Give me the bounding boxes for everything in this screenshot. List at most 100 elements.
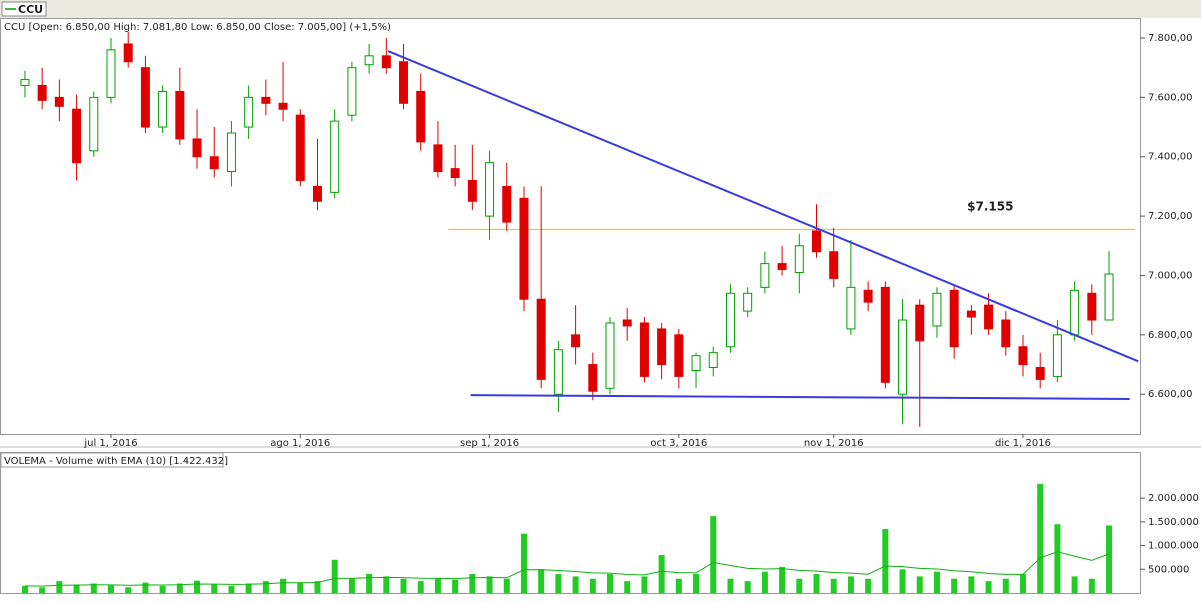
- candle-body: [416, 90, 426, 143]
- volume-bar: [779, 566, 786, 593]
- volume-bar: [228, 585, 235, 593]
- volume-bar: [90, 583, 97, 593]
- volume-bar: [21, 585, 28, 593]
- volume-bar: [624, 581, 631, 593]
- volume-bar: [348, 578, 355, 593]
- y-tick-label: 6.600,00: [1148, 389, 1193, 400]
- volume-bar: [1071, 576, 1078, 593]
- candle-body: [915, 304, 925, 342]
- volume-bar: [710, 516, 717, 593]
- candle-body: [966, 310, 976, 318]
- candle-body: [502, 185, 512, 223]
- candle-body: [89, 96, 99, 152]
- volume-bar: [142, 582, 149, 593]
- volume-bar: [607, 574, 614, 593]
- candle-body: [1018, 346, 1028, 366]
- volume-bar: [245, 583, 252, 593]
- candle-body: [485, 162, 495, 217]
- volume-header: VOLEMA - Volume with EMA (10) [1.422.432…: [4, 456, 228, 467]
- candle-body: [708, 352, 718, 369]
- volume-bar: [107, 585, 114, 593]
- candle-body: [330, 120, 340, 193]
- volume-bar: [830, 578, 837, 593]
- candle-body: [123, 43, 133, 63]
- candle-body: [54, 96, 64, 107]
- candle-body: [605, 322, 615, 389]
- candle-body: [450, 168, 460, 179]
- volume-bar: [933, 571, 940, 593]
- candle-body: [37, 84, 47, 101]
- candle-body: [347, 67, 357, 116]
- volume-bar: [331, 559, 338, 593]
- volume-bar: [486, 576, 493, 593]
- candle-body: [777, 263, 787, 271]
- y-tick-label: 7.000,00: [1148, 270, 1193, 281]
- volume-bar: [280, 578, 287, 593]
- volume-bar: [503, 578, 510, 593]
- ema-line: [24, 551, 1110, 587]
- candle-body: [1035, 367, 1045, 380]
- candle-body: [175, 90, 185, 140]
- volume-bar: [796, 578, 803, 593]
- y-tick-label: 7.200,00: [1148, 211, 1193, 222]
- volume-bar: [469, 574, 476, 593]
- volume-bar: [572, 576, 579, 593]
- candle-body: [760, 263, 770, 288]
- volume-bar: [1037, 483, 1044, 593]
- candle-body: [72, 108, 82, 164]
- marks: 6.600,00 6.800,00 7.000,00 7.200,00 7.400,00…: [20, 32, 1199, 593]
- price-header: CCU [Open: 6.850,00 High: 7.081,80 Low: …: [4, 22, 391, 33]
- x-tick-label: nov 1, 2016: [804, 438, 864, 449]
- candle-body: [984, 304, 994, 330]
- candle-body: [244, 96, 254, 128]
- volume-bar: [1054, 524, 1061, 593]
- volume-bar: [985, 581, 992, 593]
- volume-bar: [675, 578, 682, 593]
- candle-body: [949, 289, 959, 348]
- volume-bar: [865, 578, 872, 593]
- volume-bar: [262, 581, 269, 593]
- candle-body: [1001, 319, 1011, 348]
- volume-header-box: [0, 452, 224, 468]
- candle-body: [519, 197, 529, 300]
- volume-bar: [1019, 574, 1026, 593]
- volume-bar: [400, 578, 407, 593]
- candle-body: [381, 55, 391, 69]
- volume-bar: [159, 585, 166, 593]
- candle-body: [399, 61, 409, 104]
- candle-body: [1070, 289, 1080, 336]
- volume-bar: [916, 576, 923, 593]
- volume-bar: [538, 569, 545, 593]
- candle-body: [192, 138, 202, 158]
- volume-bar: [297, 582, 304, 593]
- y-tick-label: 2.000.000: [1148, 493, 1199, 504]
- candle-body: [433, 144, 443, 173]
- candle-body: [639, 322, 649, 377]
- candle-body: [536, 298, 546, 380]
- candle-body: [295, 114, 305, 181]
- candle-body: [725, 292, 735, 348]
- volume-bar: [761, 571, 768, 593]
- volume-bar: [39, 587, 46, 593]
- candle-body: [364, 55, 374, 66]
- candle-body: [863, 289, 873, 303]
- candle-body: [140, 67, 150, 128]
- volume-bar: [417, 581, 424, 593]
- x-tick-label: ago 1, 2016: [270, 438, 330, 449]
- volume-bar: [1002, 578, 1009, 593]
- candle-body: [226, 132, 236, 173]
- candle-body: [20, 79, 30, 86]
- volume-bar: [383, 576, 390, 593]
- price-panel: [0, 18, 1141, 435]
- volume-bar: [1088, 578, 1095, 593]
- volume-bar: [589, 578, 596, 593]
- volume-bar: [211, 584, 218, 593]
- candle-body: [880, 286, 890, 383]
- volume-bar: [555, 574, 562, 593]
- top-bar: [0, 0, 1201, 18]
- volume-bar: [176, 583, 183, 593]
- volume-bar: [744, 581, 751, 593]
- volume-bar: [452, 579, 459, 593]
- volume-bar: [520, 533, 527, 593]
- volume-bar: [899, 569, 906, 593]
